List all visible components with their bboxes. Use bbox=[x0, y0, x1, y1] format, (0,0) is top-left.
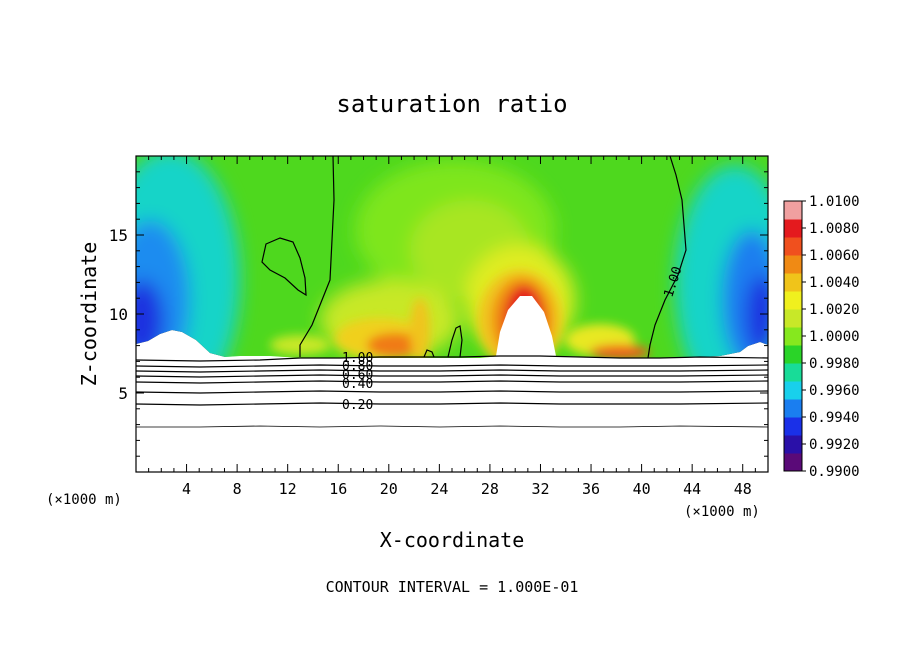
x-axis-label: X-coordinate bbox=[380, 528, 525, 552]
x-tick-label: 12 bbox=[279, 480, 297, 498]
contour-label: 0.40 bbox=[342, 377, 373, 392]
x-tick-label: 32 bbox=[531, 480, 549, 498]
x-tick-label: 8 bbox=[233, 480, 242, 498]
colorbar-tick-label: 0.9960 bbox=[809, 383, 860, 399]
colorbar-swatch bbox=[784, 291, 802, 310]
y-tick-label: 15 bbox=[109, 226, 128, 245]
colorbar-swatch bbox=[784, 219, 802, 238]
x-tick-label: 16 bbox=[329, 480, 347, 498]
x-tick-label: 4 bbox=[182, 480, 191, 498]
colorbar-tick-label: 1.0040 bbox=[809, 275, 860, 291]
colorbar-swatch bbox=[784, 363, 802, 382]
colorbar-swatch bbox=[784, 417, 802, 436]
colorbar-swatch bbox=[784, 309, 802, 328]
x-tick-label: 44 bbox=[683, 480, 701, 498]
colorbar-swatch bbox=[784, 237, 802, 256]
colorbar-swatch bbox=[784, 345, 802, 364]
colorbar-swatch bbox=[784, 255, 802, 274]
chart-title: saturation ratio bbox=[336, 90, 567, 118]
x-tick-label: 20 bbox=[380, 480, 398, 498]
x-tick-label: 48 bbox=[734, 480, 752, 498]
colorbar-swatch bbox=[784, 273, 802, 292]
x-unit-label: (×1000 m) bbox=[684, 504, 760, 520]
colorbar-tick-label: 0.9980 bbox=[809, 356, 860, 372]
contour-lines bbox=[136, 156, 768, 428]
colorbar-swatch bbox=[784, 399, 802, 418]
colorbar-swatch bbox=[784, 435, 802, 454]
contour-interval-note: CONTOUR INTERVAL = 1.000E-01 bbox=[326, 578, 579, 596]
colorbar-swatch bbox=[784, 453, 802, 472]
y-tick-label: 5 bbox=[118, 384, 128, 403]
z-unit-label: (×1000 m) bbox=[46, 492, 122, 508]
x-axis: 4 8 12 16 20 24 28 32 36 40 44 48 bbox=[148, 156, 756, 498]
colorbar-swatch bbox=[784, 201, 802, 220]
contour-label: 0.80 bbox=[342, 359, 373, 374]
x-tick-label: 36 bbox=[582, 480, 600, 498]
colorbar-swatch bbox=[784, 327, 802, 346]
colorbar-tick-label: 1.0000 bbox=[809, 329, 860, 345]
y-axis: 5 10 15 bbox=[109, 171, 768, 457]
y-axis-label: Z-coordinate bbox=[77, 242, 101, 387]
contour-labels: 1.00 0.80 0.60 0.40 0.20 1.00 bbox=[342, 265, 685, 413]
contour-label: 0.60 bbox=[342, 368, 373, 383]
x-tick-label: 28 bbox=[481, 480, 499, 498]
colorbar-tick-label: 0.9920 bbox=[809, 437, 860, 453]
colorbar: 1.0100 1.0080 1.0060 1.0040 1.0020 1.0000 0.99… bbox=[783, 194, 860, 480]
colorbar-tick-label: 1.0080 bbox=[809, 221, 860, 237]
contour-label: 0.20 bbox=[342, 398, 373, 413]
x-tick-label: 40 bbox=[633, 480, 651, 498]
colorbar-tick-label: 1.0100 bbox=[809, 194, 860, 210]
colorbar-tick-label: 0.9900 bbox=[809, 464, 860, 480]
saturation-field bbox=[136, 156, 768, 472]
colorbar-tick-label: 1.0060 bbox=[809, 248, 860, 264]
x-tick-label: 24 bbox=[430, 480, 448, 498]
y-tick-label: 10 bbox=[109, 305, 128, 324]
colorbar-swatch bbox=[784, 381, 802, 400]
contour-label: 1.00 bbox=[342, 351, 373, 366]
colorbar-tick-label: 1.0020 bbox=[809, 302, 860, 318]
colorbar-tick-label: 0.9940 bbox=[809, 410, 860, 426]
